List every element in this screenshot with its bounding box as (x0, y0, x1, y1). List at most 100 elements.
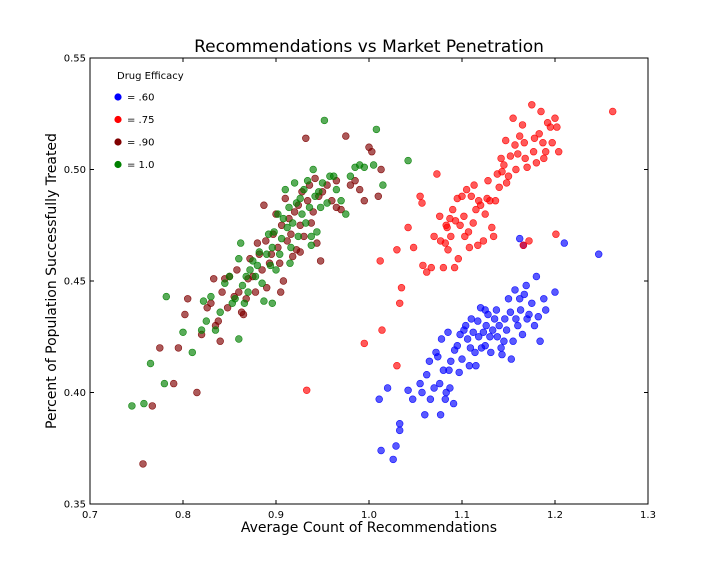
data-point (404, 386, 412, 394)
data-point (479, 237, 488, 245)
data-point (525, 310, 533, 319)
data-point (303, 197, 312, 205)
data-point (515, 132, 524, 140)
data-point (139, 460, 147, 468)
data-point (518, 330, 527, 339)
data-point (309, 165, 317, 174)
data-point (507, 355, 515, 363)
data-point (396, 420, 404, 428)
data-point (551, 288, 559, 296)
data-point (170, 379, 178, 388)
data-point (342, 210, 350, 218)
data-point (560, 239, 568, 247)
data-point (501, 315, 509, 323)
data-point (223, 304, 232, 312)
data-point (225, 272, 234, 281)
data-point (462, 321, 470, 330)
data-point (360, 197, 368, 205)
data-point (451, 217, 460, 225)
data-point (493, 333, 501, 341)
data-point (458, 355, 466, 363)
data-point (418, 199, 426, 207)
data-point (539, 139, 547, 147)
data-point (423, 268, 431, 276)
data-point (540, 154, 548, 163)
data-point (315, 188, 323, 196)
data-point (262, 237, 270, 245)
data-point (528, 299, 536, 307)
data-point (511, 286, 519, 294)
data-point (266, 261, 275, 270)
data-point (487, 348, 495, 357)
data-point (430, 232, 438, 241)
data-point (467, 315, 475, 323)
data-point (535, 130, 543, 138)
data-point (519, 241, 528, 250)
data-point (594, 250, 603, 258)
data-point (546, 123, 555, 131)
data-point (409, 243, 418, 252)
data-point (360, 163, 368, 172)
data-point (523, 163, 531, 172)
data-point (199, 297, 208, 305)
data-point (500, 337, 508, 345)
data-point (396, 426, 404, 435)
data-point (532, 272, 541, 281)
data-point (311, 174, 319, 183)
y-tick-label: 0.50 (64, 165, 86, 176)
data-point (464, 228, 473, 236)
data-point (346, 172, 355, 180)
data-point (235, 255, 243, 263)
data-point (404, 223, 412, 232)
data-point (534, 313, 542, 321)
data-point (383, 384, 392, 392)
data-point (375, 395, 383, 403)
data-point (530, 321, 539, 330)
data-point (502, 326, 511, 334)
data-point (434, 353, 442, 361)
data-point (416, 379, 424, 388)
data-point (179, 328, 187, 336)
data-point (460, 212, 468, 221)
data-point (330, 172, 338, 180)
data-point (281, 194, 289, 203)
data-point (260, 201, 268, 209)
data-point (233, 266, 241, 274)
data-point (148, 402, 157, 410)
data-point (242, 272, 250, 281)
x-axis-title: Average Count of Recommendations (241, 520, 497, 536)
data-point (489, 326, 497, 334)
legend-entry: = 1.0 (114, 160, 154, 171)
data-point (202, 317, 211, 325)
data-point (498, 350, 506, 359)
data-point (253, 239, 262, 247)
data-point (427, 263, 435, 272)
data-point (221, 279, 229, 287)
data-point (423, 371, 431, 379)
legend: Drug Efficacy = .60 = .75 = .90 = 1.0 (114, 71, 184, 171)
data-point (307, 232, 315, 241)
data-point (277, 288, 285, 296)
data-point (426, 395, 435, 403)
data-point (377, 446, 385, 455)
data-point (492, 306, 501, 314)
data-point (296, 248, 304, 256)
data-point (207, 299, 215, 307)
data-point (446, 384, 454, 392)
data-point (502, 179, 511, 187)
data-point (379, 181, 387, 189)
data-point (188, 348, 197, 357)
data-point (174, 344, 183, 352)
data-point (369, 161, 378, 169)
data-point (515, 234, 524, 243)
data-point (552, 230, 560, 238)
data-point (470, 181, 478, 189)
x-tick-label: 1.2 (547, 510, 563, 521)
data-point (608, 107, 617, 116)
data-point (392, 442, 400, 450)
data-point (541, 148, 550, 156)
data-point (469, 219, 477, 227)
data-point (474, 241, 482, 250)
chart-title: Recommendations vs Market Penetration (194, 37, 544, 57)
x-tick-label: 1.0 (361, 510, 377, 521)
